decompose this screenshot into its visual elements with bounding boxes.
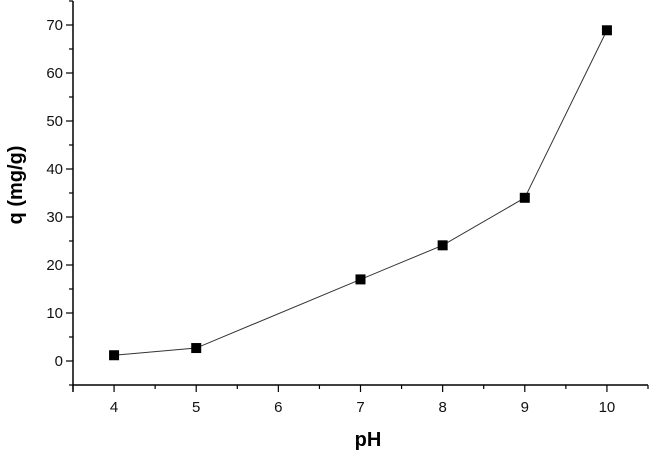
x-tick-label: 6 (274, 399, 282, 416)
y-tick-label: 70 (46, 17, 63, 34)
y-tick-label: 10 (46, 305, 63, 322)
data-point-marker (519, 192, 530, 203)
y-tick-label: 30 (46, 209, 63, 226)
y-axis-title: q (mg/g) (5, 146, 27, 225)
plot-area (109, 25, 612, 361)
x-tick-label: 4 (110, 399, 118, 416)
x-tick-label: 9 (521, 399, 529, 416)
y-tick-label: 20 (46, 257, 63, 274)
y-tick-label: 0 (55, 353, 63, 370)
x-tick-label: 7 (356, 399, 364, 416)
data-point-marker (191, 343, 202, 354)
x-tick-label: 8 (438, 399, 446, 416)
x-tick-label: 5 (192, 399, 200, 416)
y-tick-label: 50 (46, 113, 63, 130)
data-point-marker (109, 350, 120, 361)
series-line (114, 30, 608, 356)
y-tick-label: 60 (46, 65, 63, 82)
y-tick-label: 40 (46, 161, 63, 178)
data-point-marker (355, 274, 366, 285)
x-axis: 4 5 6 7 8 9 10 (72, 384, 649, 416)
x-tick-label: 10 (599, 399, 616, 416)
y-axis: 0 10 20 30 40 50 60 70 (46, 0, 74, 392)
data-point-marker (437, 240, 448, 251)
x-axis-title: pH (355, 429, 382, 451)
data-point-marker (601, 25, 612, 36)
